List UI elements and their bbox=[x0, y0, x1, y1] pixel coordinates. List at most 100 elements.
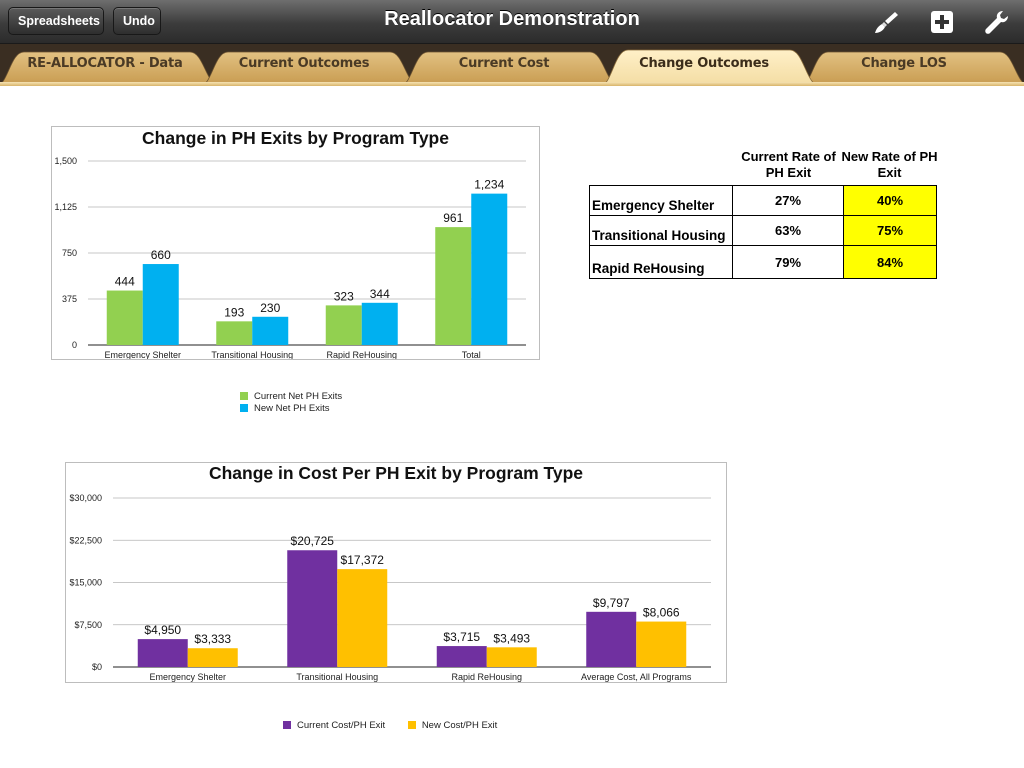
bar-current-1 bbox=[287, 550, 338, 667]
legend-label: Current Net PH Exits bbox=[254, 391, 343, 402]
tab-underline bbox=[0, 82, 1024, 86]
data-label: 323 bbox=[334, 289, 354, 303]
ph-exit-rate-table: Emergency Shelter 27% 40% Transitional H… bbox=[589, 185, 937, 279]
legend-label: Current Cost/PH Exit bbox=[297, 720, 386, 731]
legend-label: New Cost/PH Exit bbox=[421, 720, 498, 731]
ph-exits-chart: Change in PH Exits by Program Type 0 375 7… bbox=[51, 126, 540, 360]
bar-current-3 bbox=[435, 227, 472, 345]
cost-per-exit-chart: Change in Cost Per PH Exit by Program Ty… bbox=[65, 462, 727, 683]
legend-new-net-ph-exits: New Net PH Exits bbox=[240, 403, 342, 415]
bar-new-2 bbox=[486, 647, 537, 667]
bar-current-2 bbox=[325, 305, 362, 345]
y-tick-label: $30,000 bbox=[69, 493, 102, 503]
data-label: $4,950 bbox=[144, 623, 181, 637]
y-tick-label: $7,500 bbox=[74, 620, 102, 630]
bar-new-1 bbox=[252, 316, 289, 345]
data-label: 1,234 bbox=[474, 178, 504, 192]
x-tick-label: Total bbox=[462, 350, 481, 359]
bar-new-3 bbox=[471, 193, 508, 345]
x-tick-label: Average Cost, All Programs bbox=[581, 672, 692, 682]
y-tick-label: $22,500 bbox=[69, 535, 102, 545]
x-tick-label: Emergency Shelter bbox=[104, 350, 181, 359]
bar-current-1 bbox=[216, 321, 253, 345]
data-label: 344 bbox=[370, 287, 390, 301]
legend-swatch-current-exits bbox=[240, 391, 248, 400]
ph-exits-legend: Current Net PH Exits New Net PH Exits bbox=[240, 391, 342, 415]
current-rate-cell[interactable]: 27% bbox=[732, 185, 844, 216]
ph-exits-chart-plot: 0 375 750 1,125 1,500 444 660 Emergency Shelter… bbox=[54, 156, 526, 359]
new-rate-cell[interactable]: 84% bbox=[843, 245, 937, 279]
bar-current-2 bbox=[436, 646, 487, 667]
bar-current-3 bbox=[586, 611, 637, 667]
undo-button[interactable]: Undo bbox=[113, 7, 161, 35]
wrench-icon[interactable] bbox=[983, 9, 1009, 35]
data-label: $20,725 bbox=[291, 534, 335, 548]
data-label: 660 bbox=[151, 248, 171, 262]
x-tick-label: Transitional Housing bbox=[211, 350, 293, 359]
tab-reallocator-data[interactable]: RE-ALLOCATOR - Data bbox=[27, 56, 183, 71]
legend-current-net-ph-exits: Current Net PH Exits bbox=[240, 391, 342, 403]
y-tick-label: 375 bbox=[62, 294, 77, 304]
new-rate-cell[interactable]: 40% bbox=[843, 185, 937, 216]
cost-chart-plot: $0 $7,500 $15,000 $22,500 $30,000 $4,950 $3,33… bbox=[69, 493, 711, 682]
tab-change-los[interactable]: Change LOS bbox=[861, 56, 947, 71]
y-tick-label: 0 bbox=[72, 340, 77, 350]
y-tick-label: $15,000 bbox=[69, 578, 102, 588]
bar-new-2 bbox=[361, 302, 398, 345]
program-cell[interactable]: Rapid ReHousing bbox=[589, 245, 733, 279]
y-tick-label: 1,500 bbox=[54, 156, 77, 166]
data-label: $3,493 bbox=[493, 631, 530, 645]
ph-exits-chart-title: Change in PH Exits by Program Type bbox=[142, 128, 449, 148]
legend-label: New Net PH Exits bbox=[254, 403, 330, 414]
cost-legend: Current Cost/PH Exit New Cost/PH Exit bbox=[283, 720, 497, 731]
new-rate-cell[interactable]: 75% bbox=[843, 215, 937, 246]
app-title: Reallocator Demonstration bbox=[384, 8, 640, 30]
x-tick-label: Transitional Housing bbox=[296, 672, 378, 682]
legend-current-cost: Current Cost/PH Exit bbox=[283, 720, 385, 731]
data-label: $3,715 bbox=[443, 630, 480, 644]
cost-chart-title: Change in Cost Per PH Exit by Program Ty… bbox=[208, 463, 584, 483]
x-tick-label: Rapid ReHousing bbox=[326, 350, 397, 359]
add-icon[interactable] bbox=[929, 9, 955, 35]
data-label: $9,797 bbox=[593, 596, 630, 610]
bar-new-3 bbox=[636, 621, 687, 667]
x-tick-label: Emergency Shelter bbox=[149, 672, 226, 682]
data-label: 193 bbox=[224, 305, 244, 319]
program-cell[interactable]: Emergency Shelter bbox=[589, 185, 733, 216]
current-rate-cell[interactable]: 79% bbox=[732, 245, 844, 279]
data-label: $3,333 bbox=[194, 632, 231, 646]
program-cell[interactable]: Transitional Housing bbox=[589, 215, 733, 246]
data-label: $17,372 bbox=[341, 553, 385, 567]
tab-change-outcomes[interactable]: Change Outcomes bbox=[639, 56, 769, 71]
tab-current-outcomes[interactable]: Current Outcomes bbox=[238, 56, 370, 71]
y-tick-label: 750 bbox=[62, 248, 77, 258]
bar-new-0 bbox=[187, 648, 238, 667]
header-new-rate: New Rate of PH Exit bbox=[841, 149, 938, 180]
table-row: Rapid ReHousing 79% 84% bbox=[589, 245, 937, 279]
paintbrush-icon[interactable] bbox=[873, 9, 899, 35]
bar-current-0 bbox=[137, 639, 188, 667]
bar-new-1 bbox=[337, 569, 388, 667]
legend-swatch-current-cost bbox=[283, 720, 291, 729]
legend-swatch-new-cost bbox=[407, 720, 416, 729]
tab-current-cost[interactable]: Current Cost bbox=[458, 56, 550, 71]
table-row: Emergency Shelter 27% 40% bbox=[589, 185, 937, 216]
legend-swatch-new-exits bbox=[240, 403, 248, 412]
y-tick-label: 1,125 bbox=[54, 202, 77, 212]
sheet-tabbar bbox=[0, 44, 1024, 86]
legend-new-cost: New Cost/PH Exit bbox=[407, 720, 498, 731]
spreadsheets-button[interactable]: Spreadsheets bbox=[8, 7, 104, 35]
x-tick-label: Rapid ReHousing bbox=[451, 672, 522, 682]
bar-new-0 bbox=[142, 264, 179, 345]
top-toolbar: Spreadsheets Undo Reallocator Demonstrat… bbox=[0, 0, 1024, 44]
table-row: Transitional Housing 63% 75% bbox=[589, 215, 937, 246]
header-current-rate: Current Rate of PH Exit bbox=[741, 149, 836, 180]
data-label: $8,066 bbox=[643, 606, 680, 620]
current-rate-cell[interactable]: 63% bbox=[732, 215, 844, 246]
data-label: 230 bbox=[260, 301, 280, 315]
data-label: 961 bbox=[443, 211, 463, 225]
y-tick-label: $0 bbox=[92, 662, 102, 672]
bar-current-0 bbox=[106, 290, 143, 345]
tab-shapes bbox=[0, 49, 1024, 86]
data-label: 444 bbox=[115, 275, 135, 289]
